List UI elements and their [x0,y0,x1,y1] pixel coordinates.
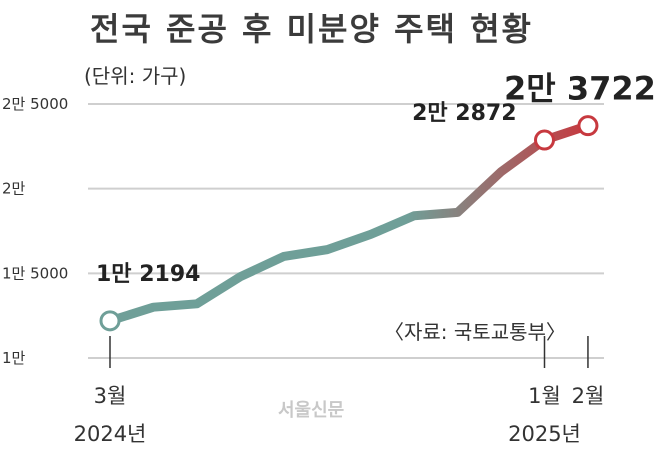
y-tick-label: 2만 5000 [2,95,68,113]
data-label: 2만 3722 [504,70,656,108]
y-tick-label: 1만 5000 [2,264,68,282]
x-tick-label: 1월 [528,384,561,408]
y-tick-label: 1만 [2,349,26,367]
chart-title: 전국 준공 후 미분양 주택 현황 [90,10,533,48]
data-point-marker [99,310,121,332]
unit-label: (단위: 가구) [84,64,187,88]
source-note: 〈자료: 국토교통부〉 [384,320,566,344]
y-tick-label: 2만 [2,180,26,198]
watermark-logo: 서울신문 [278,400,345,421]
x-tick-label: 2월 [572,384,605,408]
data-label: 2만 2872 [412,101,516,126]
data-point-marker [534,129,555,151]
x-tick-year-label: 2024년 [74,422,147,446]
data-point-marker [577,115,599,137]
series-line [105,121,593,326]
data-label: 1만 2194 [96,262,200,287]
x-tick-label: 3월 [94,384,127,408]
x-tick-year-label: 2025년 [508,422,581,446]
